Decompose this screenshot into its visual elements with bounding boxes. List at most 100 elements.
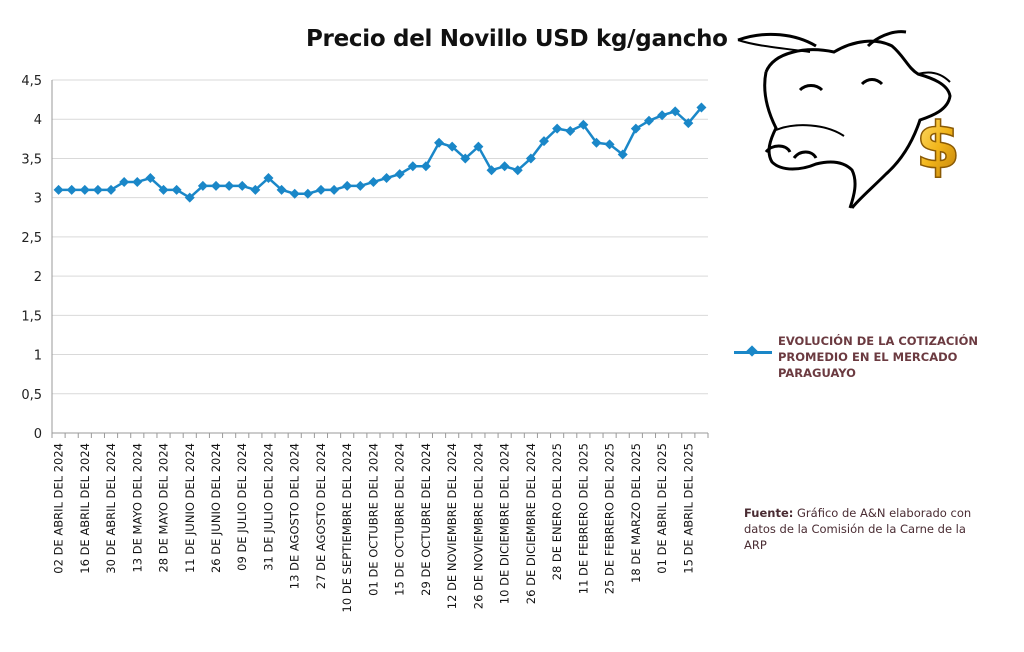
data-point-marker [591,137,602,148]
data-point-marker [643,115,654,126]
data-point-marker [66,184,77,195]
y-tick-labels: 0 0,5 1 1,5 2 2,5 3 3,5 4 4,5 [21,74,42,442]
x-tick-label: 09 DE JULIO DEL 2024 [235,443,249,571]
data-point-marker [355,180,366,191]
data-point-marker [696,102,707,113]
series [53,102,707,203]
data-point-marker [657,110,668,121]
x-tick-label: 13 DE AGOSTO DEL 2024 [288,443,302,589]
x-tick-label: 15 DE OCTUBRE DEL 2024 [393,443,407,596]
x-tick-label: 01 DE ABRIL DEL 2025 [655,443,669,574]
data-point-marker [630,123,641,134]
bull-head-dollar-icon: $ [737,30,961,209]
data-point-marker [53,184,64,195]
x-tick-label: 01 DE OCTUBRE DEL 2024 [366,443,380,596]
x-tick-label: 15 DE ABRIL DEL 2025 [681,443,695,574]
x-tick-label: 27 DE AGOSTO DEL 2024 [314,443,328,589]
data-point-marker [184,192,195,203]
x-tick-label: 13 DE MAYO DEL 2024 [130,443,144,573]
data-point-marker [158,184,169,195]
data-point-marker [539,136,549,147]
x-tick-label: 10 DE SEPTIEMBRE DEL 2024 [340,443,354,612]
y-tick-label: 1 [34,349,42,364]
data-point-marker [211,180,221,191]
data-point-marker [460,153,471,164]
data-point-marker [92,184,103,195]
data-point-marker [381,173,392,184]
data-point-marker [670,106,681,117]
data-point-marker [250,184,261,195]
data-point-marker [447,141,458,152]
x-tick-label: 26 DE JUNIO DEL 2024 [209,443,223,573]
axes [51,80,709,438]
x-tick-labels: 02 DE ABRIL DEL 2024 16 DE ABRIL DEL 2024… [52,443,696,612]
y-tick-label: 0,5 [21,388,42,403]
legend: EVOLUCIÓN DE LA COTIZACIÓN PROMEDIO EN E… [732,331,992,385]
x-tick-label: 29 DE OCTUBRE DEL 2024 [419,443,433,596]
x-tick-label: 26 DE NOVIEMBRE DEL 2024 [471,443,485,609]
data-point-marker [420,161,431,172]
y-tick-label: 2 [34,270,42,285]
data-point-marker [552,123,563,134]
series-line [58,106,703,199]
x-tick-label: 26 DE DICIEMBRE DEL 2024 [524,443,538,604]
x-tick-label: 18 DE MARZO DEL 2025 [629,443,643,583]
data-point-marker [578,119,589,130]
x-tick-label: 31 DE JULIO DEL 2024 [261,443,275,571]
data-point-marker [473,141,484,152]
data-point-marker [565,125,576,136]
x-tick-label: 02 DE ABRIL DEL 2024 [52,443,66,574]
data-point-marker [224,180,235,191]
data-point-marker [263,173,274,184]
data-point-marker [197,180,208,191]
data-point-marker [79,184,90,195]
x-tick-label: 12 DE NOVIEMBRE DEL 2024 [445,443,459,609]
data-point-marker [683,118,694,129]
x-tick-label: 16 DE ABRIL DEL 2024 [78,443,92,574]
x-tick-label: 25 DE FEBRERO DEL 2025 [603,443,617,594]
y-tick-label: 3 [34,192,42,207]
source-note: Fuente: Gráfico de A&N elaborado con dat… [744,505,980,553]
data-point-marker [119,176,130,187]
x-tick-label: 11 DE FEBRERO DEL 2025 [576,443,590,594]
data-point-marker [302,188,313,199]
legend-entry-label: EVOLUCIÓN DE LA COTIZACIÓN PROMEDIO EN E… [778,334,979,380]
source-label: Fuente: [744,506,794,520]
chart-title: Precio del Novillo USD kg/gancho [306,26,728,52]
y-tick-label: 3,5 [21,152,42,167]
x-tick-label: 28 DE ENERO DEL 2025 [550,443,564,580]
svg-text:$: $ [916,110,961,184]
x-tick-label: 11 DE JUNIO DEL 2024 [183,443,197,573]
data-point-marker [394,169,405,180]
data-point-marker [512,165,523,176]
data-point-marker [276,184,287,195]
data-point-marker [106,184,117,195]
data-point-marker [329,184,340,195]
data-point-marker [617,149,628,160]
x-tick-label: 30 DE ABRIL DEL 2024 [104,443,118,574]
y-tick-label: 4,5 [21,74,42,89]
data-point-marker [171,184,182,195]
data-point-marker [368,176,379,187]
data-point-marker [342,180,353,191]
data-point-marker [407,161,418,172]
data-point-marker [499,161,510,172]
data-point-marker [145,173,156,184]
data-point-marker [289,188,300,199]
x-tick-label: 28 DE MAYO DEL 2024 [157,443,171,573]
data-point-marker [525,153,536,164]
data-point-marker [315,184,326,195]
source-text: Gráfico de A&N elaborado con datos de la… [744,506,972,552]
y-tick-label: 4 [34,113,42,128]
grid-lines [52,79,708,395]
data-point-marker [434,137,445,148]
y-tick-label: 1,5 [21,309,42,324]
data-point-marker [132,176,143,187]
x-tick-label: 10 DE DICIEMBRE DEL 2024 [498,443,512,604]
data-point-marker [237,180,248,191]
y-tick-label: 0 [34,427,42,442]
data-point-marker [486,165,497,176]
y-tick-label: 2,5 [21,231,42,246]
legend-marker-swatch [746,345,758,357]
